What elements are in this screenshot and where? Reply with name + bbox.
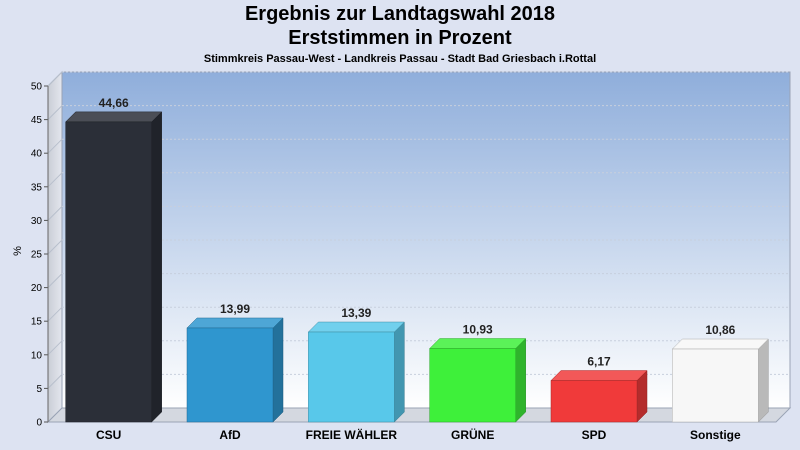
y-tick-label: 0	[36, 418, 42, 429]
grid-line-side	[47, 306, 63, 322]
bar-side	[151, 111, 162, 423]
value-labels: 44,66 13,99 13,39 10,93 6,17 10,86	[99, 96, 736, 369]
chart-subtitle: Erststimmen in Prozent	[288, 27, 512, 49]
category-label: CSU	[96, 428, 121, 442]
bars	[65, 111, 769, 423]
bar-front	[65, 121, 152, 423]
bar-front	[429, 348, 516, 423]
value-label: 10,93	[463, 323, 493, 337]
y-axis-label: %	[12, 246, 24, 256]
y-tick-label: 20	[31, 283, 43, 294]
grid-line-side	[47, 374, 63, 389]
category-label: GRÜNE	[451, 427, 494, 442]
bar-sonstige	[671, 338, 769, 423]
x-axis-labels: CSU AfD FREIE WÄHLER GRÜNE SPD Sonstige	[96, 427, 741, 442]
y-tick-label: 30	[31, 216, 43, 227]
bar-side	[394, 321, 405, 423]
category-label: Sonstige	[690, 428, 741, 442]
bar-grüne	[429, 337, 527, 423]
bar-side	[758, 338, 769, 423]
grid-line-side	[47, 239, 63, 255]
bar-spd	[550, 369, 648, 423]
bar-afd	[186, 317, 284, 423]
bar-top	[550, 370, 648, 381]
grid-lines	[47, 71, 790, 389]
bar-top	[65, 111, 163, 123]
value-label: 6,17	[587, 355, 611, 369]
y-tick-label: 15	[31, 317, 43, 328]
y-tick-label: 10	[31, 350, 43, 361]
y-axis-ticks: 0 5 10 15 20 25 30 35 40 45 50	[31, 82, 49, 429]
bar-top	[671, 338, 769, 350]
y-tick-label: 40	[31, 149, 43, 160]
grid-line-side	[47, 206, 63, 221]
value-label: 10,86	[705, 323, 735, 337]
bar-side	[515, 337, 526, 423]
bar-top	[186, 317, 284, 329]
y-tick-label: 35	[31, 182, 43, 193]
y-tick-label: 25	[31, 250, 43, 261]
bar-front	[186, 327, 274, 423]
bar-front	[550, 380, 638, 423]
grid-line-side	[47, 71, 63, 87]
grid-line-side	[47, 105, 63, 120]
grid-line-side	[47, 138, 63, 154]
chart-caption: Stimmkreis Passau-West - Landkreis Passa…	[203, 53, 597, 65]
category-label: FREIE WÄHLER	[306, 427, 398, 442]
y-tick-label: 50	[31, 82, 43, 93]
bar-csu	[65, 111, 163, 423]
value-label: 13,99	[220, 302, 250, 316]
bar-top	[307, 321, 405, 333]
y-tick-label: 45	[31, 115, 43, 126]
bar-front	[308, 331, 395, 423]
bar-front	[672, 348, 759, 423]
grid-line-side	[47, 340, 63, 356]
bar-top	[429, 338, 527, 349]
bar-side	[272, 317, 284, 423]
grid-line-side	[47, 273, 63, 288]
category-label: AfD	[219, 428, 241, 442]
y-tick-label: 5	[36, 384, 42, 395]
grid-line-side	[47, 172, 63, 188]
category-label: SPD	[582, 428, 607, 442]
value-label: 13,39	[341, 306, 371, 320]
chart-title: Ergebnis zur Landtagswahl 2018	[244, 3, 556, 25]
value-label: 44,66	[99, 96, 129, 110]
bar-freie-wähler	[307, 321, 405, 423]
